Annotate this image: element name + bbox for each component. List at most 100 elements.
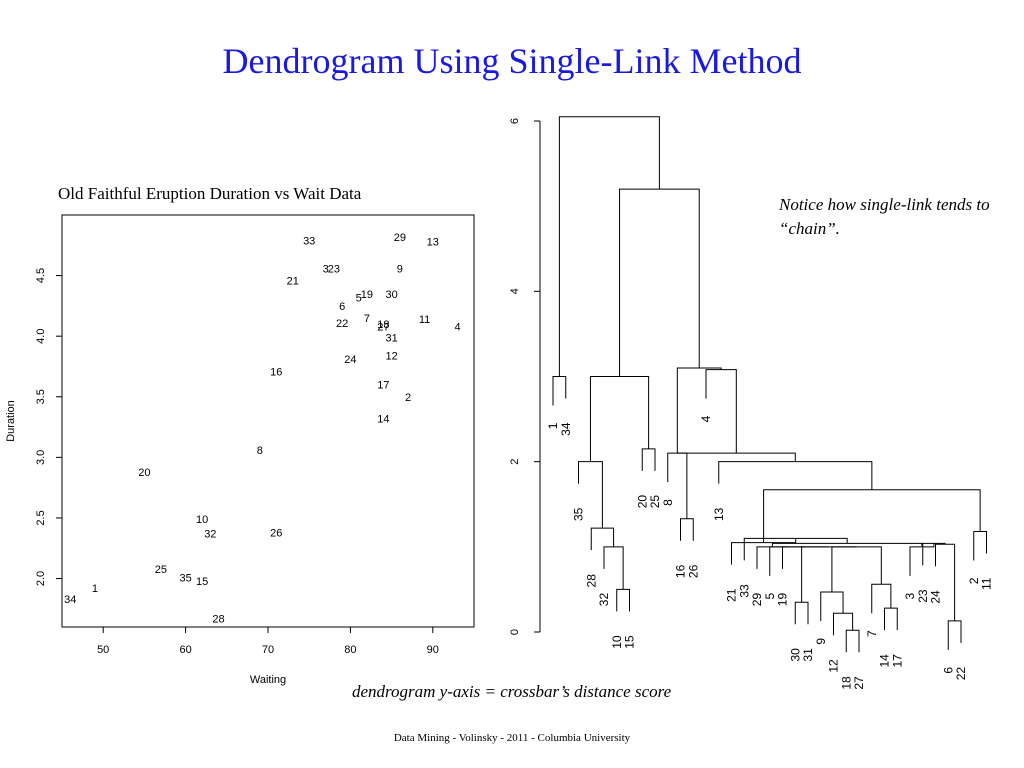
scatter-point-label: 28	[212, 614, 224, 626]
dendrogram-y-tick-label: 4	[509, 288, 521, 294]
scatter-point-label: 25	[155, 564, 167, 576]
dendrogram-leaf-label: 31	[801, 648, 815, 662]
dendrogram-merge-link	[558, 116, 660, 377]
dendrogram-leaf-label: 18	[839, 676, 853, 690]
scatter-point-label: 24	[344, 354, 356, 366]
scatter-point-label: 15	[196, 576, 208, 588]
scatter-y-label: Duration	[5, 400, 17, 442]
scatter-point-label: 8	[257, 445, 263, 457]
dendrogram-leaf-label: 12	[827, 659, 841, 673]
scatter-y-tick-label: 4.0	[35, 329, 47, 344]
scatter-y-tick-label: 4.5	[35, 268, 47, 283]
scatter-y-tick-label: 2.0	[35, 571, 47, 586]
dendrogram-merge-link	[756, 546, 788, 569]
dendrogram-merge-link	[947, 620, 962, 650]
chaining-note: Notice how single-link tends to “chain”.	[779, 195, 990, 238]
dendrogram-y-tick-label: 2	[509, 459, 521, 465]
dendrogram-leaf-label: 22	[954, 667, 968, 681]
dendrogram-leaf-label: 1	[546, 422, 560, 429]
scatter-plot-frame	[61, 214, 475, 628]
dendrogram-y-tick-label: 0	[509, 629, 521, 635]
dendrogram-leaf-label: 32	[597, 593, 611, 607]
dendrogram-merge-link	[676, 367, 722, 454]
scatter-point-label: 22	[336, 318, 348, 330]
dendrogram-merge-link	[801, 546, 857, 603]
scatter-point-label: 26	[270, 527, 282, 539]
dendrogram-leaf-label: 35	[572, 507, 586, 521]
dendrogram-merge-link	[909, 543, 935, 576]
dendrogram-leaf-label: 23	[916, 589, 930, 603]
dendrogram-leaf-label: 19	[776, 593, 790, 607]
dendrogram-leaf-label: 17	[890, 654, 904, 668]
dendrogram-leaf-label: 9	[814, 638, 828, 645]
scatter-x-tick-label: 70	[262, 644, 274, 656]
dendrogram-merge-link	[590, 527, 615, 551]
dendrogram-leaf-label: 26	[686, 564, 700, 578]
scatter-points: 1234567891011121314151617181920212223242…	[64, 232, 460, 626]
dendrogram-leaf-label: 3	[903, 593, 917, 600]
scatter-point-label: 29	[394, 232, 406, 244]
dendrogram-merge-link	[705, 369, 737, 454]
dendrogram-leaf-label: 16	[674, 564, 688, 578]
scatter-y-tick-label: 3.0	[35, 450, 47, 465]
scatter-x-tick-label: 50	[97, 644, 109, 656]
scatter-point-label: 11	[419, 314, 430, 326]
scatter-point-label: 34	[64, 594, 76, 606]
dendrogram-links	[552, 116, 987, 653]
dendrogram-leaf-label: 20	[635, 495, 649, 509]
scatter-point-label: 21	[287, 275, 299, 287]
scatter-point-label: 31	[385, 332, 397, 344]
dendrogram-merge-link	[578, 461, 603, 529]
dendrogram-leaf-label: 25	[648, 495, 662, 509]
dendrogram-y-tick-label: 6	[509, 118, 521, 124]
scatter-point-label: 12	[385, 351, 397, 363]
dendrogram-caption: dendrogram y-axis = crossbar’s distance …	[352, 682, 672, 701]
scatter-point-label: 17	[377, 380, 389, 392]
scatter-x-tick-label: 90	[427, 644, 439, 656]
dendrogram-leaf-label: 14	[878, 654, 892, 668]
scatter-x-tick-label: 80	[344, 644, 356, 656]
scatter-point-label: 33	[303, 235, 315, 247]
dendrogram-leaf-label: 30	[788, 648, 802, 662]
scatter-point-label: 13	[427, 237, 439, 249]
scatter-x-ticks: 50 60 70 80 90	[97, 627, 439, 656]
dendrogram-merge-link	[763, 489, 981, 543]
dendrogram-merge-link	[769, 546, 806, 576]
dendrogram-merge-link	[589, 376, 650, 462]
dendrogram-leaf-label: 11	[980, 577, 994, 590]
scatter-x-label: Waiting	[250, 674, 286, 686]
dendrogram-leaf-label: 27	[852, 676, 866, 690]
scatter-title: Old Faithful Eruption Duration vs Wait D…	[58, 184, 362, 203]
scatter-plot: Waiting Duration 50 60 70 80 90 2.0 2.5 3.0 3.5…	[5, 214, 475, 686]
dendrogram-leaf-label: 13	[712, 507, 726, 521]
scatter-point-label: 7	[364, 313, 370, 325]
dendrogram-merge-link	[831, 546, 882, 592]
scatter-point-label: 3	[323, 263, 329, 275]
scatter-y-tick-label: 3.5	[35, 389, 47, 404]
dendrogram-merge-link	[667, 452, 688, 519]
dendrogram-leaf-label: 34	[559, 422, 573, 436]
dendrogram-merge-link	[820, 591, 844, 621]
dendrogram-leaf-label: 21	[725, 588, 739, 602]
dendrogram-merge-link	[641, 448, 656, 471]
scatter-point-label: 18	[377, 319, 389, 331]
scatter-point-label: 32	[204, 529, 216, 541]
scatter-point-label: 16	[270, 366, 282, 378]
footer-credit: Data Mining - Volinsky - 2011 - Columbia…	[393, 732, 631, 744]
scatter-point-label: 23	[328, 263, 340, 275]
dendrogram-leaf-label: 4	[699, 415, 713, 422]
dendrogram-merge-link	[619, 188, 700, 377]
scatter-point-label: 27	[377, 321, 389, 333]
scatter-y-ticks: 2.0 2.5 3.0 3.5 4.0 4.5	[35, 268, 62, 586]
dendrogram-merge-link	[718, 461, 873, 490]
scatter-point-label: 5	[356, 292, 362, 304]
dendrogram-leaf-label: 8	[661, 499, 675, 506]
dendrogram-merge-link	[845, 629, 860, 653]
dendrogram-leaf-label: 7	[865, 630, 879, 637]
dendrogram-merge-link	[782, 546, 830, 569]
scatter-point-label: 1	[92, 583, 98, 595]
dendrogram-merge-link	[794, 601, 809, 625]
dendrogram-merge-link	[973, 531, 987, 561]
